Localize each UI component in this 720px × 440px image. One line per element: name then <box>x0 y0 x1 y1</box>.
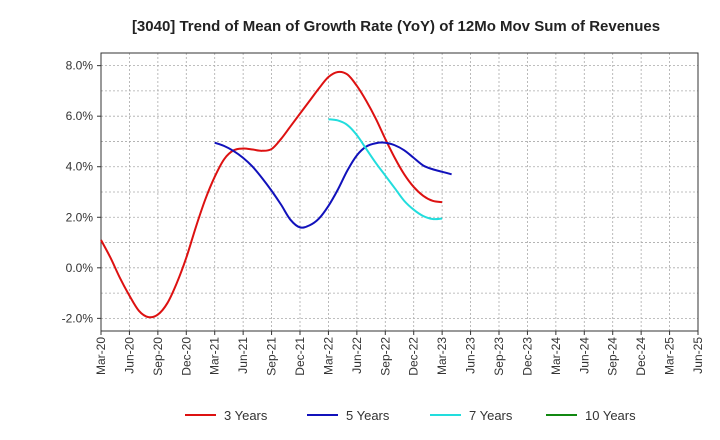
x-tick-label: Sep-21 <box>265 337 279 376</box>
y-tick-label: 6.0% <box>66 109 94 123</box>
x-tick-label: Mar-21 <box>208 337 222 375</box>
x-tick-label: Dec-23 <box>520 337 534 376</box>
y-tick-label: 2.0% <box>66 210 94 224</box>
y-tick-label: 0.0% <box>66 261 94 275</box>
x-tick-label: Jun-21 <box>236 337 250 374</box>
legend-label-3-years: 3 Years <box>224 408 268 423</box>
x-tick-label: Sep-20 <box>151 337 165 376</box>
x-tick-label: Dec-21 <box>293 337 307 376</box>
x-tick-label: Jun-25 <box>691 337 705 374</box>
series-lines <box>100 70 452 319</box>
legend-label-10-years: 10 Years <box>585 408 636 423</box>
y-tick-label: 8.0% <box>66 59 94 73</box>
x-axis: Mar-20 Jun-20 Sep-20 Dec-20 Mar-21 Jun-21 Sep-… <box>94 331 705 376</box>
x-tick-label: Jun-22 <box>350 337 364 374</box>
x-tick-label: Mar-20 <box>94 337 108 375</box>
x-tick-label: Jun-20 <box>122 337 136 374</box>
x-tick-label: Jun-24 <box>577 337 591 374</box>
legend-label-7-years: 7 Years <box>469 408 513 423</box>
x-tick-label: Sep-23 <box>492 337 506 376</box>
series-line-7-years <box>328 118 443 221</box>
x-tick-label: Mar-25 <box>663 337 677 375</box>
grid-lines <box>100 53 699 331</box>
legend: 3 Years 5 Years 7 Years 10 Years <box>185 408 636 423</box>
x-tick-label: Sep-22 <box>378 337 392 376</box>
x-tick-label: Dec-20 <box>179 337 193 376</box>
x-tick-label: Jun-23 <box>464 337 478 374</box>
y-tick-label: -2.0% <box>62 311 94 325</box>
x-tick-label: Sep-24 <box>606 337 620 376</box>
y-axis: -2.0% 0.0% 2.0% 4.0% 6.0% 8.0% <box>62 59 101 325</box>
x-tick-label: Dec-22 <box>407 337 421 376</box>
plot-frame <box>100 52 699 332</box>
series-line-3-years <box>100 70 443 319</box>
x-tick-label: Mar-24 <box>549 337 563 375</box>
y-tick-label: 4.0% <box>66 160 94 174</box>
x-tick-label: Mar-23 <box>435 337 449 375</box>
x-tick-label: Dec-24 <box>634 337 648 376</box>
legend-label-5-years: 5 Years <box>346 408 390 423</box>
x-tick-label: Mar-22 <box>321 337 335 375</box>
chart-title: [3040] Trend of Mean of Growth Rate (YoY… <box>132 18 660 35</box>
series-line-5-years <box>214 141 452 229</box>
